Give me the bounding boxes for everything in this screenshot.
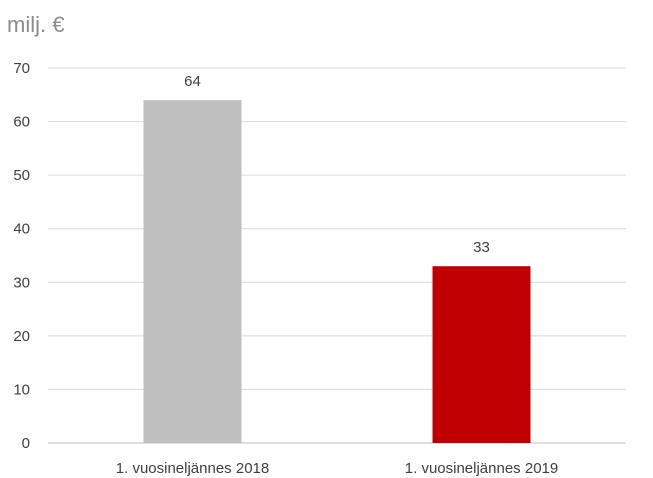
data-label: 64 — [184, 73, 201, 90]
y-tick-label: 40 — [13, 221, 30, 238]
x-axis-categories: 1. vuosineljännes 2018 1. vuosineljännes … — [116, 460, 558, 477]
y-tick-label: 30 — [13, 274, 30, 291]
y-axis-ticks: 0 10 20 30 40 50 60 70 — [13, 60, 30, 452]
y-axis-unit-label: milj. € — [7, 12, 65, 37]
bars — [143, 100, 531, 444]
data-label: 33 — [473, 239, 490, 256]
bar — [143, 100, 242, 444]
bar — [432, 266, 531, 443]
y-tick-label: 0 — [22, 435, 30, 452]
y-tick-label: 10 — [13, 381, 30, 398]
x-tick-label: 1. vuosineljännes 2019 — [405, 460, 558, 477]
y-tick-label: 20 — [13, 328, 30, 345]
data-labels: 64 33 — [184, 73, 490, 256]
y-tick-label: 70 — [13, 60, 30, 77]
x-tick-label: 1. vuosineljännes 2018 — [116, 460, 269, 477]
y-tick-label: 60 — [13, 114, 30, 131]
gridlines — [48, 67, 626, 444]
y-tick-label: 50 — [13, 167, 30, 184]
